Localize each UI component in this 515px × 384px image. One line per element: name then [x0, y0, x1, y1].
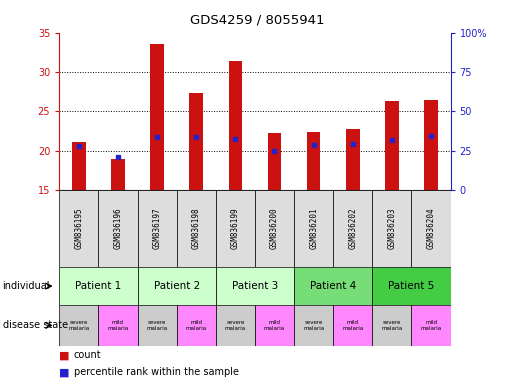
- Text: mild
malaria: mild malaria: [342, 320, 364, 331]
- Bar: [333, 190, 372, 267]
- Text: GSM836200: GSM836200: [270, 208, 279, 249]
- Bar: [333, 305, 372, 346]
- Text: GSM836195: GSM836195: [74, 208, 83, 249]
- Text: mild
malaria: mild malaria: [420, 320, 442, 331]
- Bar: [385, 101, 399, 190]
- Text: mild
malaria: mild malaria: [264, 320, 285, 331]
- Text: GSM836198: GSM836198: [192, 208, 201, 249]
- Text: severe
malaria: severe malaria: [68, 320, 90, 331]
- Bar: [294, 305, 333, 346]
- Text: percentile rank within the sample: percentile rank within the sample: [74, 367, 238, 377]
- Text: ■: ■: [59, 367, 70, 377]
- Bar: [372, 305, 411, 346]
- Bar: [229, 61, 242, 190]
- Text: disease state: disease state: [3, 320, 67, 331]
- Bar: [59, 267, 138, 305]
- Text: severe
malaria: severe malaria: [303, 320, 324, 331]
- Bar: [59, 190, 98, 267]
- Text: GSM836202: GSM836202: [348, 208, 357, 249]
- Bar: [72, 142, 85, 190]
- Text: mild
malaria: mild malaria: [107, 320, 129, 331]
- Text: ■: ■: [59, 350, 70, 360]
- Text: severe
malaria: severe malaria: [381, 320, 403, 331]
- Text: Patient 1: Patient 1: [75, 281, 122, 291]
- Bar: [372, 267, 451, 305]
- Bar: [59, 305, 98, 346]
- Text: GDS4259 / 8055941: GDS4259 / 8055941: [190, 13, 325, 26]
- Bar: [411, 305, 451, 346]
- Text: count: count: [74, 350, 101, 360]
- Bar: [177, 190, 216, 267]
- Bar: [138, 267, 216, 305]
- Text: GSM836196: GSM836196: [113, 208, 123, 249]
- Text: individual: individual: [3, 281, 50, 291]
- Text: severe
malaria: severe malaria: [225, 320, 246, 331]
- Bar: [216, 267, 294, 305]
- Bar: [150, 44, 164, 190]
- Bar: [190, 93, 203, 190]
- Text: severe
malaria: severe malaria: [146, 320, 168, 331]
- Bar: [216, 190, 255, 267]
- Bar: [294, 190, 333, 267]
- Text: GSM836197: GSM836197: [152, 208, 162, 249]
- Text: GSM836201: GSM836201: [309, 208, 318, 249]
- Bar: [177, 305, 216, 346]
- Bar: [346, 129, 359, 190]
- Bar: [424, 99, 438, 190]
- Bar: [98, 305, 138, 346]
- Bar: [138, 190, 177, 267]
- Bar: [307, 132, 320, 190]
- Bar: [268, 133, 281, 190]
- Bar: [98, 190, 138, 267]
- Bar: [411, 190, 451, 267]
- Text: GSM836204: GSM836204: [426, 208, 436, 249]
- Text: GSM836203: GSM836203: [387, 208, 397, 249]
- Text: GSM836199: GSM836199: [231, 208, 240, 249]
- Text: Patient 4: Patient 4: [310, 281, 356, 291]
- Bar: [255, 190, 294, 267]
- Text: Patient 2: Patient 2: [153, 281, 200, 291]
- Bar: [372, 190, 411, 267]
- Text: Patient 3: Patient 3: [232, 281, 278, 291]
- Text: Patient 5: Patient 5: [388, 281, 435, 291]
- Text: mild
malaria: mild malaria: [185, 320, 207, 331]
- Bar: [255, 305, 294, 346]
- Bar: [111, 159, 125, 190]
- Bar: [294, 267, 372, 305]
- Bar: [138, 305, 177, 346]
- Bar: [216, 305, 255, 346]
